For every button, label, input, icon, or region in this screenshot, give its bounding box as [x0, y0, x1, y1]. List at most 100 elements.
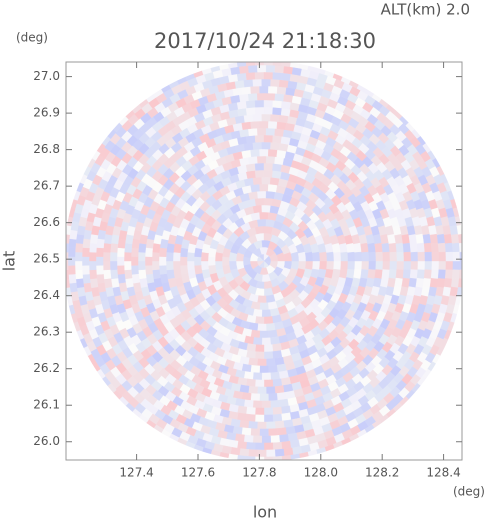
- radar-cell: [250, 148, 261, 158]
- radar-cell: [263, 379, 274, 388]
- radar-cell: [252, 176, 263, 185]
- radar-cell: [265, 190, 276, 200]
- radar-cell: [110, 242, 119, 253]
- radar-cell: [430, 269, 440, 280]
- radar-cell: [103, 277, 113, 289]
- radar-cell: [250, 428, 260, 437]
- radar-cell: [416, 242, 425, 253]
- radar-cell: [103, 233, 113, 245]
- radar-cell: [75, 233, 85, 244]
- radar-cell: [256, 155, 267, 164]
- radar-cell: [172, 260, 181, 271]
- radar-cell: [368, 260, 377, 271]
- radar-cell: [254, 169, 265, 178]
- radar-cell: [144, 256, 153, 266]
- radar-cell: [245, 100, 256, 109]
- radar-cell: [458, 242, 462, 253]
- radar-cell: [116, 265, 125, 275]
- radar-cell: [266, 449, 276, 458]
- radar-cell: [265, 421, 276, 430]
- radar-cell: [257, 386, 267, 395]
- radar-cell: [281, 62, 292, 68]
- radar-cell: [241, 121, 252, 130]
- radar-cell: [151, 260, 160, 271]
- radar-cell: [443, 233, 453, 244]
- radar-cell: [451, 269, 461, 280]
- radar-cell: [265, 155, 276, 164]
- radar-cell: [274, 93, 285, 102]
- radar-cell: [382, 251, 391, 262]
- radar-cell: [403, 260, 412, 271]
- x-tick-label: 128.4: [426, 466, 460, 480]
- radar-cell: [256, 358, 267, 367]
- y-tick-label: 26.2: [33, 361, 60, 375]
- radar-cell: [254, 197, 265, 206]
- radar-cell: [267, 148, 278, 158]
- radar-cell: [130, 256, 139, 266]
- radar-cell: [245, 406, 256, 415]
- radar-cell: [95, 256, 104, 266]
- radar-cell: [245, 378, 256, 387]
- radar-cell: [74, 251, 83, 262]
- radar-cell: [252, 372, 263, 381]
- radar-cell: [243, 371, 254, 380]
- radar-cell: [241, 427, 252, 436]
- radar-cell: [66, 234, 71, 244]
- radar-cell: [263, 414, 274, 423]
- radar-cell: [276, 427, 287, 436]
- radar-cell: [409, 242, 418, 253]
- radar-cell: [252, 78, 263, 87]
- radar-cell: [82, 238, 91, 249]
- radar-cell: [248, 64, 258, 73]
- radar-cell: [360, 269, 369, 280]
- radar-cell: [381, 269, 390, 280]
- radar-cell: [248, 127, 258, 137]
- radar-cell: [81, 256, 90, 266]
- radar-cell: [353, 269, 362, 280]
- radar-cell: [193, 256, 202, 266]
- radar-cell: [67, 265, 76, 275]
- radar-cell: [117, 273, 126, 284]
- radar-cell: [410, 260, 419, 271]
- radar-cell: [236, 62, 247, 68]
- radar-cell: [254, 162, 265, 171]
- radar-cell: [109, 251, 118, 262]
- radar-cell: [241, 86, 252, 95]
- radar-cell: [457, 234, 462, 244]
- radar-cell: [272, 100, 283, 109]
- radar-cell: [74, 269, 84, 280]
- radar-cell: [250, 364, 261, 374]
- radar-cell: [381, 242, 390, 253]
- radar-cell: [250, 183, 261, 193]
- radar-cell: [89, 278, 99, 289]
- radar-cell: [144, 264, 153, 275]
- radar-cell: [254, 407, 265, 416]
- radar-cell: [263, 99, 274, 108]
- radar-cell: [186, 260, 195, 271]
- radar-cell: [254, 442, 265, 451]
- radar-cell: [179, 256, 188, 266]
- radar-cell: [74, 260, 83, 271]
- radar-cell: [247, 155, 258, 165]
- radar-cell: [438, 251, 447, 262]
- radar-cell: [263, 287, 274, 297]
- radar-cell: [144, 247, 153, 258]
- radar-cell: [230, 66, 241, 76]
- radar-cell: [263, 134, 274, 143]
- radar-cell: [252, 113, 263, 122]
- radar-cell: [270, 113, 280, 123]
- radar-cell: [395, 269, 404, 280]
- radar-cell: [388, 242, 397, 253]
- radar-cell: [68, 273, 77, 284]
- radar-cell: [263, 456, 274, 460]
- radar-cell: [436, 278, 446, 289]
- radar-cell: [272, 413, 283, 422]
- radar-cell: [424, 251, 433, 262]
- radar-cell: [452, 260, 461, 271]
- radar-cell: [252, 435, 263, 444]
- radar-cell: [254, 351, 265, 360]
- radar-cell: [367, 269, 376, 280]
- radar-cell: [131, 238, 141, 249]
- radar-cell: [459, 260, 462, 271]
